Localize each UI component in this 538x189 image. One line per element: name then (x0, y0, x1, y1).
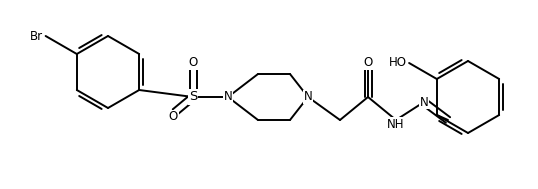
Text: O: O (363, 57, 373, 70)
Text: N: N (420, 95, 428, 108)
Text: N: N (303, 91, 313, 104)
Text: N: N (224, 91, 232, 104)
Text: NH: NH (387, 118, 405, 130)
Text: O: O (188, 57, 197, 70)
Text: S: S (189, 91, 197, 104)
Text: Br: Br (30, 29, 43, 43)
Text: O: O (168, 111, 178, 123)
Text: HO: HO (389, 57, 407, 70)
